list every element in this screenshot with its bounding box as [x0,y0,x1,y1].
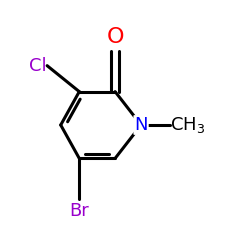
Text: O: O [106,27,124,47]
Text: $\mathregular{CH_3}$: $\mathregular{CH_3}$ [170,115,205,135]
Text: Br: Br [70,202,89,220]
Text: Cl: Cl [30,57,47,75]
Text: N: N [134,116,148,134]
